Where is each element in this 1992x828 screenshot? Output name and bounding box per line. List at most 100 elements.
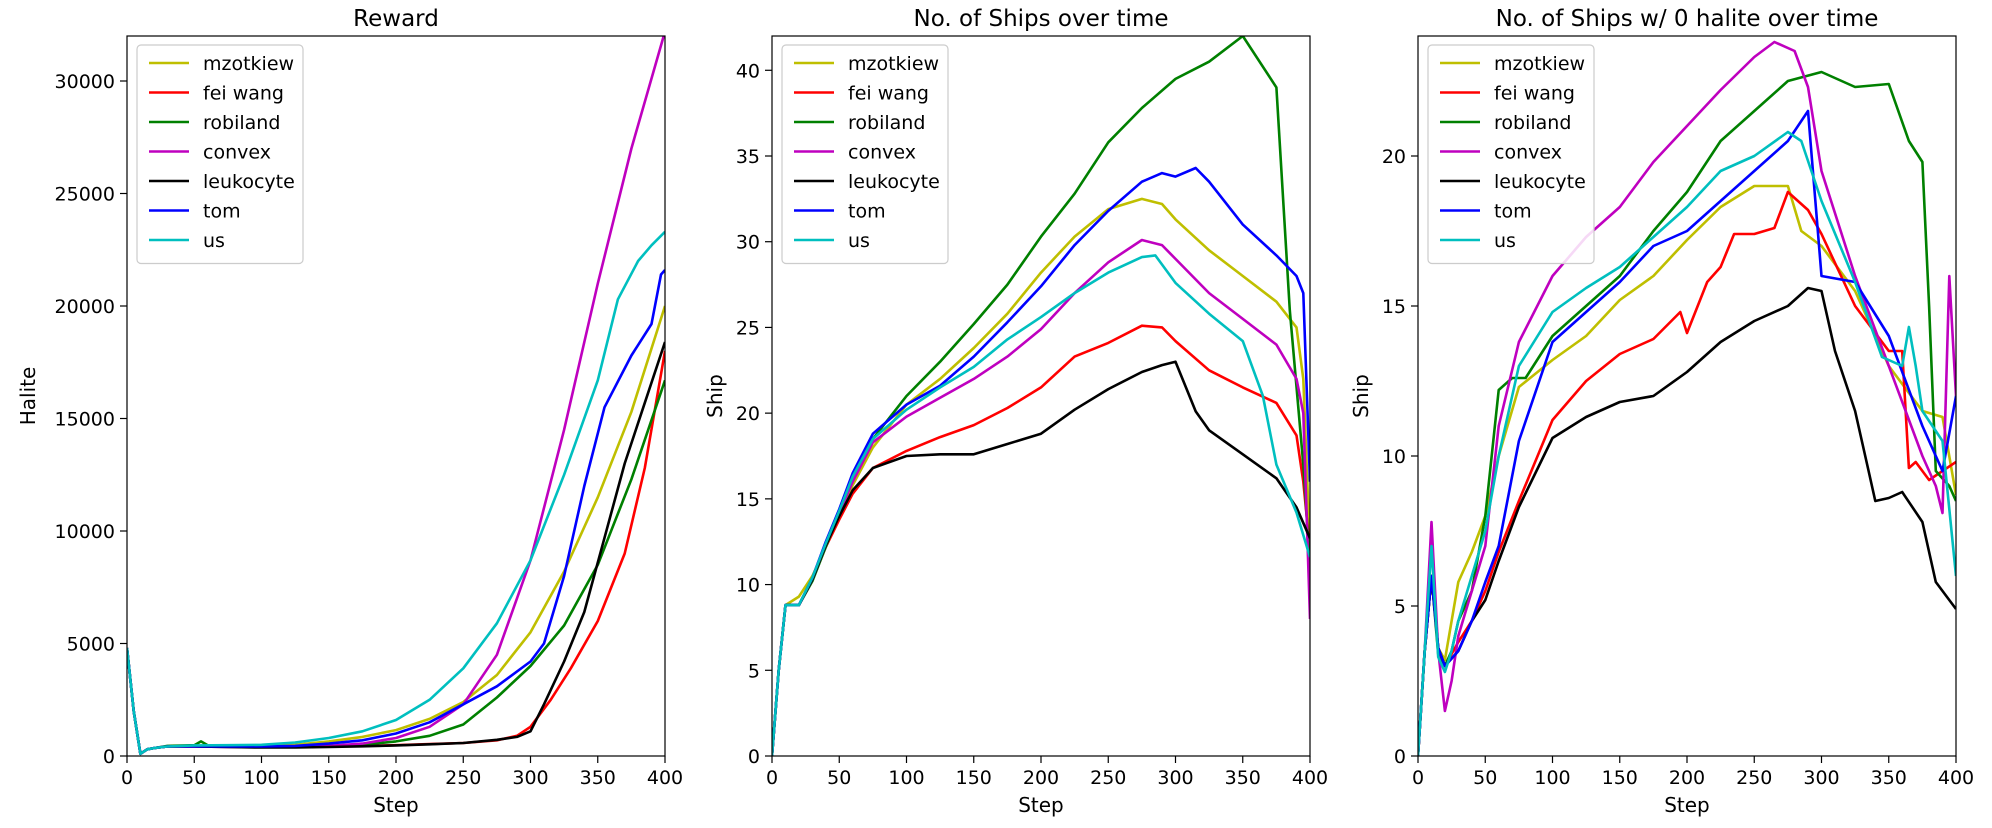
y-axis-label: Ship xyxy=(1349,374,1373,418)
y-tick-label: 5 xyxy=(1394,596,1406,618)
x-axis-label: Step xyxy=(1018,793,1064,817)
legend-label: mzotkiew xyxy=(1494,53,1585,75)
series-group xyxy=(772,36,1310,756)
series-line-us xyxy=(772,254,1310,756)
series-line-us xyxy=(127,230,665,756)
y-axis-label: Halite xyxy=(16,367,40,426)
x-tick-label: 150 xyxy=(1602,767,1638,789)
y-tick-label: 20 xyxy=(736,403,760,425)
x-tick-label: 200 xyxy=(1023,767,1059,789)
series-line-convex xyxy=(1418,40,1956,756)
legend: mzotkiew fei wang robiland convex leukocyte t… xyxy=(136,44,304,265)
legend-label: convex xyxy=(1494,142,1562,164)
y-axis-label: Ship xyxy=(703,374,727,418)
y-tick-label: 0 xyxy=(748,746,760,768)
x-tick-label: 400 xyxy=(1292,767,1328,789)
legend-label: robiland xyxy=(203,112,280,134)
legend-label: leukocyte xyxy=(203,171,295,193)
series-line-robiland xyxy=(127,379,665,756)
y-tick-label: 30 xyxy=(736,232,760,254)
x-tick-label: 250 xyxy=(1090,767,1126,789)
x-tick-label: 0 xyxy=(766,767,778,789)
x-tick-label: 400 xyxy=(1938,767,1974,789)
legend-label: convex xyxy=(203,142,271,164)
series-group xyxy=(1418,40,1956,756)
series-line-leukocyte xyxy=(127,341,665,756)
legend: mzotkiew fei wang robiland convex leukocyte t… xyxy=(781,44,949,265)
x-tick-label: 300 xyxy=(512,767,548,789)
x-tick-label: 100 xyxy=(888,767,924,789)
x-tick-label: 100 xyxy=(243,767,279,789)
series-line-mzotkiew xyxy=(127,305,665,756)
chart-title: No. of Ships over time xyxy=(914,6,1169,32)
legend-label: tom xyxy=(203,201,241,223)
series-line-us xyxy=(1418,130,1956,756)
series-line-fei-wang xyxy=(127,350,665,756)
series-line-mzotkiew xyxy=(1418,184,1956,756)
x-tick-label: 50 xyxy=(182,767,206,789)
legend-label: robiland xyxy=(848,112,925,134)
x-tick-label: 200 xyxy=(1669,767,1705,789)
x-tick-label: 350 xyxy=(1225,767,1261,789)
legend-label: us xyxy=(848,230,870,252)
series-line-fei-wang xyxy=(772,324,1310,756)
series-line-fei-wang xyxy=(1418,190,1956,756)
y-tick-label: 30000 xyxy=(55,71,115,93)
legend: mzotkiew fei wang robiland convex leukocyte t… xyxy=(1427,44,1595,265)
legend-label: mzotkiew xyxy=(848,53,939,75)
legend-label: fei wang xyxy=(203,83,284,105)
x-tick-label: 100 xyxy=(1534,767,1570,789)
y-tick-label: 15 xyxy=(736,489,760,511)
legend-label: us xyxy=(203,230,225,252)
x-tick-label: 250 xyxy=(1736,767,1772,789)
y-tick-label: 10 xyxy=(736,575,760,597)
y-tick-label: 15000 xyxy=(55,409,115,431)
chart-panel-1: 0 50 100 150 200 250 300 350 400 0 5000 10000 15000 2… xyxy=(16,6,683,817)
y-tick-label: 0 xyxy=(1394,746,1406,768)
chart-title: Reward xyxy=(353,6,439,32)
legend-label: robiland xyxy=(1494,112,1571,134)
y-tick-label: 15 xyxy=(1382,296,1406,318)
x-tick-label: 300 xyxy=(1803,767,1839,789)
y-tick-label: 20 xyxy=(1382,146,1406,168)
x-tick-label: 50 xyxy=(827,767,851,789)
x-tick-label: 350 xyxy=(580,767,616,789)
y-tick-label: 20000 xyxy=(55,296,115,318)
legend-label: fei wang xyxy=(848,83,929,105)
x-tick-label: 0 xyxy=(1412,767,1424,789)
legend-box xyxy=(136,44,304,265)
y-tick-label: 5000 xyxy=(67,634,115,656)
legend-label: tom xyxy=(1494,201,1532,223)
y-tick-label: 0 xyxy=(103,746,115,768)
x-tick-label: 150 xyxy=(956,767,992,789)
legend-box xyxy=(1427,44,1595,265)
series-line-leukocyte xyxy=(772,360,1310,756)
legend-label: tom xyxy=(848,201,886,223)
legend-box xyxy=(781,44,949,265)
legend-label: leukocyte xyxy=(1494,171,1586,193)
chart-panel-3: 0 50 100 150 200 250 300 350 400 0 5 10 15 20 No. of S… xyxy=(1349,6,1974,817)
x-tick-label: 250 xyxy=(445,767,481,789)
y-tick-label: 35 xyxy=(736,146,760,168)
y-tick-label: 25 xyxy=(736,317,760,339)
x-tick-label: 0 xyxy=(121,767,133,789)
chart-panel-2: 0 50 100 150 200 250 300 350 400 0 5 10 15 20 25 30 35 40… xyxy=(703,6,1328,817)
legend-label: convex xyxy=(848,142,916,164)
legend-label: leukocyte xyxy=(848,171,940,193)
x-tick-label: 350 xyxy=(1871,767,1907,789)
series-group xyxy=(127,36,665,756)
x-tick-label: 400 xyxy=(647,767,683,789)
chart-title: No. of Ships w/ 0 halite over time xyxy=(1496,6,1879,32)
x-tick-label: 200 xyxy=(378,767,414,789)
x-tick-label: 300 xyxy=(1157,767,1193,789)
series-line-leukocyte xyxy=(1418,286,1956,756)
y-tick-label: 25000 xyxy=(55,184,115,206)
y-tick-label: 10 xyxy=(1382,446,1406,468)
legend-label: mzotkiew xyxy=(203,53,294,75)
y-tick-label: 40 xyxy=(736,60,760,82)
y-tick-label: 5 xyxy=(748,660,760,682)
x-tick-label: 150 xyxy=(311,767,347,789)
x-axis-label: Step xyxy=(1664,793,1710,817)
y-tick-label: 10000 xyxy=(55,521,115,543)
